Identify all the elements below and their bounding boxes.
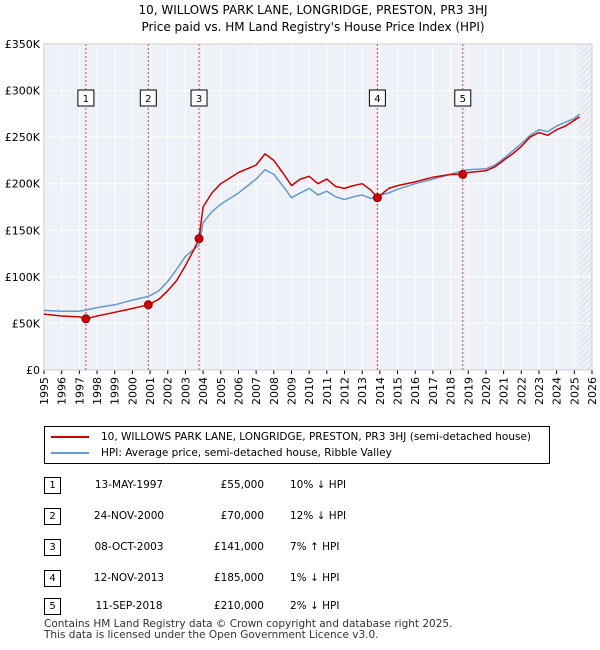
sale-number-box bbox=[139, 89, 157, 107]
x-tick-label: 2004 bbox=[197, 377, 210, 405]
sale-number-label: 3 bbox=[196, 94, 202, 105]
x-tick-label: 2014 bbox=[374, 377, 387, 405]
x-tick-label: 2019 bbox=[462, 377, 475, 405]
x-tick-label: 2000 bbox=[126, 377, 139, 405]
legend-swatch-hpi bbox=[51, 452, 89, 454]
sale-badge: 1 bbox=[44, 477, 61, 494]
x-tick-label: 2011 bbox=[321, 377, 334, 405]
sale-badge: 4 bbox=[44, 570, 61, 587]
y-tick-label: £300K bbox=[5, 85, 41, 98]
footer-attribution: Contains HM Land Registry data © Crown c… bbox=[44, 619, 452, 641]
chart-subtitle: Price paid vs. HM Land Registry's House … bbox=[141, 20, 484, 34]
x-tick-label: 1996 bbox=[56, 377, 69, 405]
sale-date: 08-OCT-2003 bbox=[94, 541, 164, 553]
x-tick-label: 1995 bbox=[38, 377, 51, 405]
sale-number-label: 4 bbox=[374, 94, 380, 105]
x-tick-label: 2020 bbox=[480, 377, 493, 405]
sale-date: 13-MAY-1997 bbox=[94, 479, 164, 491]
sale-number-box bbox=[368, 89, 386, 107]
hpi-line bbox=[43, 113, 581, 313]
x-tick-label: 2023 bbox=[533, 377, 546, 405]
legend-label-property: 10, WILLOWS PARK LANE, LONGRIDGE, PRESTO… bbox=[101, 431, 532, 443]
sale-row: 2 24-NOV-2000 £70,000 12% ↓ HPI bbox=[44, 507, 584, 527]
x-tick-label: 2002 bbox=[162, 377, 175, 405]
x-tick-label: 2006 bbox=[232, 377, 245, 405]
sale-date: 11-SEP-2018 bbox=[95, 600, 163, 612]
sale-badge: 3 bbox=[44, 539, 61, 556]
sale-point bbox=[458, 169, 468, 179]
sale-badge: 5 bbox=[44, 598, 61, 615]
sale-hpi-diff: 10% ↓ HPI bbox=[290, 479, 347, 491]
x-tick-label: 2012 bbox=[339, 377, 352, 405]
sale-point bbox=[194, 234, 204, 244]
sale-number-label: 5 bbox=[460, 94, 466, 105]
legend-entry-hpi: HPI: Average price, semi-detached house,… bbox=[51, 447, 392, 459]
sale-point bbox=[81, 314, 91, 324]
legend-label-hpi: HPI: Average price, semi-detached house,… bbox=[101, 447, 392, 459]
x-tick-label: 2017 bbox=[427, 377, 440, 405]
sale-row: 3 08-OCT-2003 £141,000 7% ↑ HPI bbox=[44, 538, 584, 558]
sale-hpi-diff: 7% ↑ HPI bbox=[290, 541, 340, 553]
y-tick-label: £350K bbox=[5, 38, 41, 51]
footer-line-licence: This data is licensed under the Open Gov… bbox=[44, 629, 379, 641]
sale-number-box bbox=[77, 89, 95, 107]
x-tick-label: 1999 bbox=[109, 377, 122, 405]
x-tick-label: 1997 bbox=[73, 377, 86, 405]
sale-row: 1 13-MAY-1997 £55,000 10% ↓ HPI bbox=[44, 476, 584, 496]
forecast-hatch-region bbox=[579, 44, 592, 370]
y-tick-label: £0 bbox=[26, 364, 40, 377]
x-tick-label: 2001 bbox=[144, 377, 157, 405]
sale-row: 5 11-SEP-2018 £210,000 2% ↓ HPI bbox=[44, 597, 584, 617]
sale-number-label: 2 bbox=[145, 94, 151, 105]
legend-swatch-property bbox=[51, 436, 89, 438]
sale-number-box bbox=[454, 89, 472, 107]
property-price-line bbox=[43, 116, 581, 320]
x-tick-label: 2005 bbox=[215, 377, 228, 405]
x-tick-label: 2008 bbox=[268, 377, 281, 405]
x-tick-label: 2016 bbox=[409, 377, 422, 405]
sale-date: 12-NOV-2013 bbox=[93, 572, 165, 584]
sale-price: £141,000 bbox=[213, 541, 264, 553]
plot-frame bbox=[43, 43, 593, 371]
x-tick-label: 2009 bbox=[285, 377, 298, 405]
sale-price: £55,000 bbox=[220, 479, 264, 491]
x-tick-label: 2025 bbox=[568, 377, 581, 405]
y-tick-label: £150K bbox=[5, 224, 41, 237]
y-tick-label: £100K bbox=[5, 271, 41, 284]
sale-point bbox=[372, 193, 382, 203]
x-tick-label: 2021 bbox=[498, 377, 511, 405]
y-tick-label: £200K bbox=[5, 178, 41, 191]
x-tick-label: 2015 bbox=[392, 377, 405, 405]
x-tick-label: 2018 bbox=[445, 377, 458, 405]
chart-title: 10, WILLOWS PARK LANE, LONGRIDGE, PRESTO… bbox=[138, 3, 487, 17]
x-tick-label: 2003 bbox=[179, 377, 192, 405]
sale-price: £185,000 bbox=[213, 572, 264, 584]
sale-badge: 2 bbox=[44, 508, 61, 525]
x-tick-label: 2007 bbox=[250, 377, 263, 405]
sale-price: £70,000 bbox=[220, 510, 264, 522]
chart-legend: 10, WILLOWS PARK LANE, LONGRIDGE, PRESTO… bbox=[44, 426, 550, 464]
sale-date: 24-NOV-2000 bbox=[93, 510, 165, 522]
y-tick-label: £50K bbox=[12, 317, 41, 330]
y-tick-label: £250K bbox=[5, 131, 41, 144]
sale-hpi-diff: 2% ↓ HPI bbox=[290, 600, 340, 612]
footer-line-copyright: Contains HM Land Registry data © Crown c… bbox=[44, 618, 453, 630]
plot-background bbox=[44, 44, 592, 370]
x-tick-label: 2026 bbox=[586, 377, 599, 405]
price-chart: 10, WILLOWS PARK LANE, LONGRIDGE, PRESTO… bbox=[5, 3, 599, 405]
sale-price: £210,000 bbox=[213, 600, 264, 612]
legend-entry-property: 10, WILLOWS PARK LANE, LONGRIDGE, PRESTO… bbox=[51, 431, 531, 443]
sale-row: 4 12-NOV-2013 £185,000 1% ↓ HPI bbox=[44, 569, 584, 589]
x-tick-label: 2010 bbox=[303, 377, 316, 405]
x-tick-label: 2022 bbox=[515, 377, 528, 405]
x-tick-label: 2013 bbox=[356, 377, 369, 405]
sale-hpi-diff: 1% ↓ HPI bbox=[290, 572, 340, 584]
x-tick-label: 2024 bbox=[551, 377, 564, 405]
x-tick-label: 1998 bbox=[91, 377, 104, 405]
sale-hpi-diff: 12% ↓ HPI bbox=[290, 510, 347, 522]
sale-point bbox=[143, 300, 153, 310]
sale-number-label: 1 bbox=[83, 94, 89, 105]
sale-number-box bbox=[190, 89, 208, 107]
